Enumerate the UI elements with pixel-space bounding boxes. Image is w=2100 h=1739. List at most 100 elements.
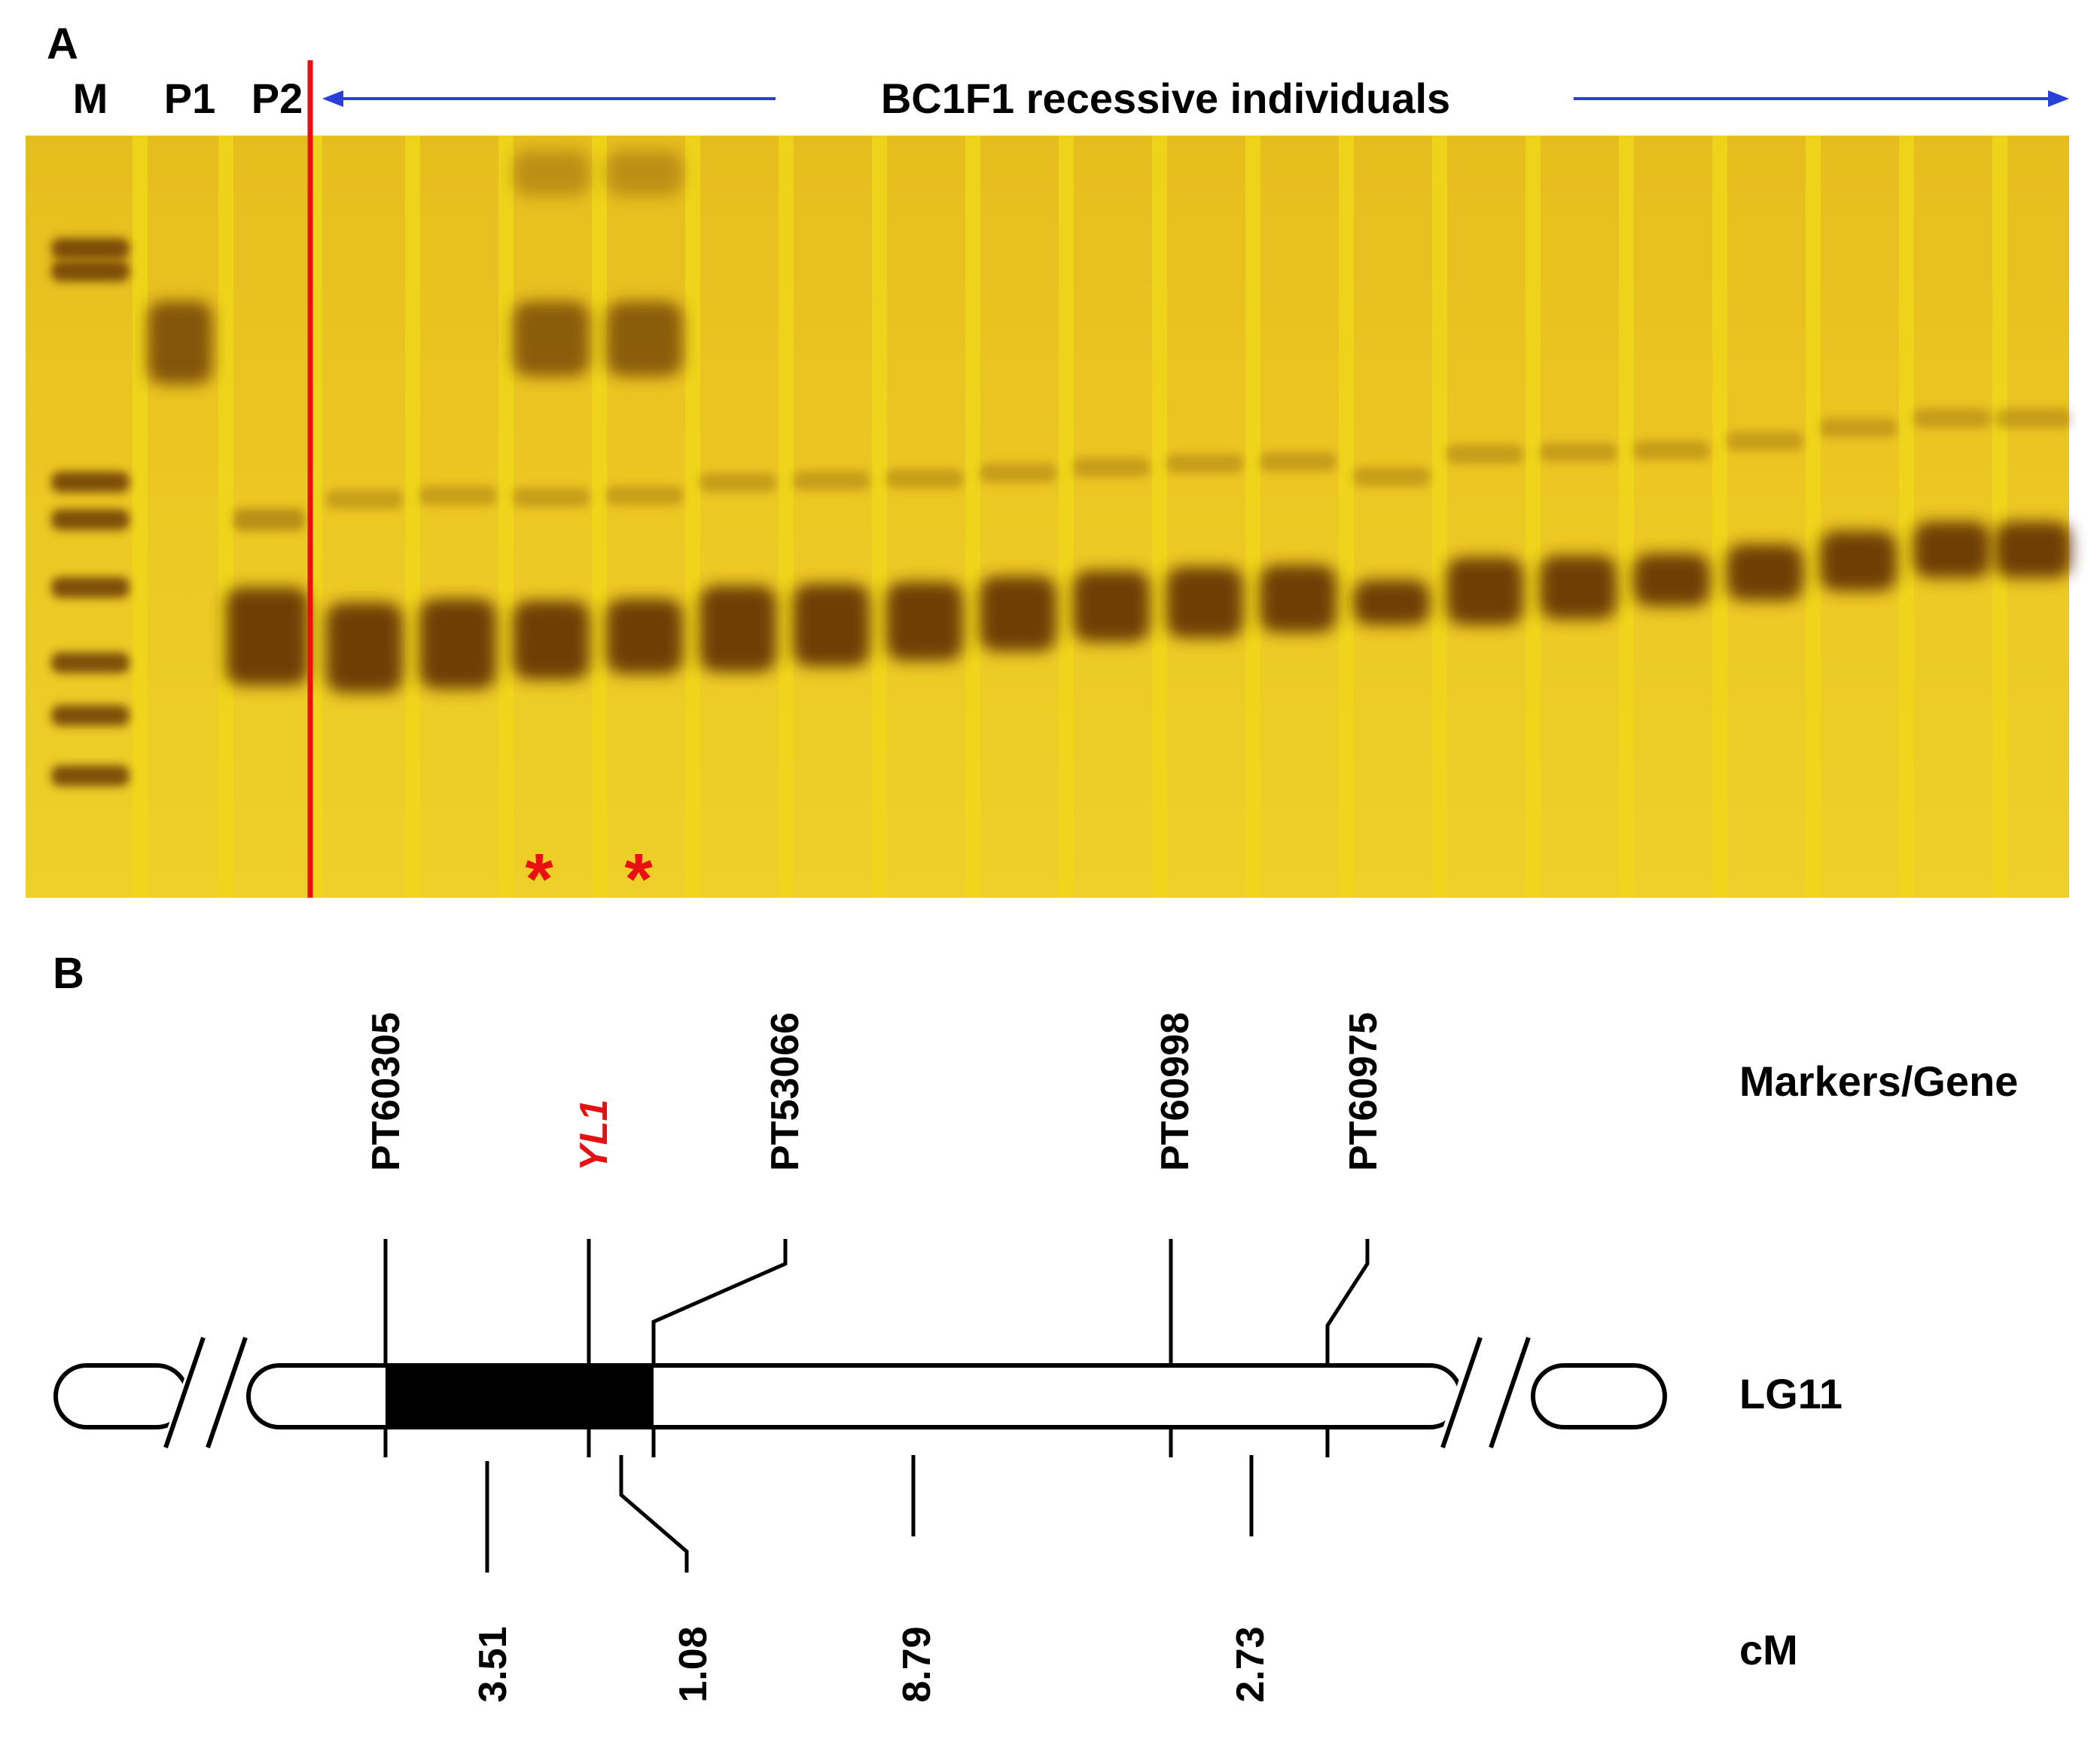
ladder-band-8	[51, 765, 130, 786]
lane-faint-band-4	[606, 486, 683, 505]
lane-gap-15	[1432, 136, 1447, 898]
lane-band-19	[1995, 521, 2071, 578]
distance-label-4: 2.73	[1229, 1626, 1272, 1702]
lane-band-15	[1633, 554, 1710, 606]
lane-faint-band-10	[1166, 453, 1243, 474]
lane-band-14	[1540, 555, 1617, 620]
lane-band-10	[1166, 566, 1243, 639]
ladder-band-5	[51, 577, 130, 598]
panel-b-letter: B	[53, 949, 84, 998]
distance-tick-2	[619, 1455, 689, 1573]
lane-faint-band-16	[1727, 431, 1803, 451]
lane-band-18	[1913, 521, 1990, 578]
lane-gap-18	[1712, 136, 1727, 898]
lane-gap-12	[1152, 136, 1167, 898]
lane-label-p2: P2	[251, 75, 303, 122]
row-label-lg: LG11	[1739, 1370, 1842, 1417]
lane-label-marker: M	[73, 75, 108, 122]
arrow-right-head	[2048, 90, 2069, 107]
lane-band-4	[606, 599, 683, 674]
lane-gap-2	[218, 136, 233, 898]
lane-band-16	[1727, 544, 1803, 601]
lane-band-6	[793, 584, 870, 667]
group-arrow	[322, 90, 2069, 107]
lane-faint-band-17	[1820, 418, 1897, 438]
lane-faint-band-18	[1913, 408, 1990, 429]
lane-gap-5	[498, 136, 514, 898]
ladder-band-3	[51, 471, 130, 493]
lane-gap-21	[1992, 136, 2007, 898]
lane-upper-band-3	[513, 301, 590, 377]
highlight-segment	[386, 1365, 654, 1427]
marker-label-1: PT60305	[364, 1012, 408, 1171]
panel-a-letter: A	[47, 20, 78, 69]
lane-faint-band-15	[1633, 441, 1710, 460]
lane-faint-band-8	[980, 463, 1056, 483]
lane-upper-band-4	[606, 301, 683, 377]
marker-label-3: PT53066	[763, 1012, 807, 1171]
break-slash-left-1	[163, 1337, 206, 1448]
lane-band-7	[886, 581, 963, 661]
distance-label-1: 3.51	[471, 1626, 515, 1702]
asterisk-2: *	[624, 839, 653, 920]
chromosome-right-end	[1531, 1363, 1667, 1429]
lane-faint-band-11	[1260, 452, 1337, 471]
lane-gap-4	[405, 136, 420, 898]
lane-gap-9	[872, 136, 887, 898]
ladder-band-1	[51, 238, 130, 259]
ladder-band-7	[51, 705, 130, 726]
ladder-band-6	[51, 652, 130, 673]
lane-faint-band-5	[699, 472, 776, 493]
p2-band	[226, 587, 309, 685]
lane-gap-16	[1525, 136, 1541, 898]
marker-label-4: PT60998	[1154, 1012, 1197, 1171]
ladder-band-4	[51, 509, 130, 530]
lane-gap-20	[1899, 136, 1914, 898]
chromosome-left-end	[53, 1363, 190, 1429]
lane-faint-band-9	[1073, 457, 1150, 477]
lane-band-11	[1260, 565, 1337, 633]
break-gap-left	[159, 1341, 253, 1454]
ladder-band-2	[51, 261, 130, 282]
lane-faint-band-13	[1446, 444, 1523, 464]
p2-band-upper	[233, 508, 305, 531]
break-slash-right-2	[1489, 1337, 1531, 1448]
lane-band-5	[699, 585, 776, 673]
break-slash-left-2	[206, 1337, 248, 1448]
lane-band-1	[326, 603, 403, 693]
lane-band-9	[1073, 570, 1150, 642]
lane-band-8	[980, 576, 1056, 651]
lane-band-17	[1820, 531, 1897, 591]
lane-top-band-4	[606, 151, 683, 196]
break-slash-right-1	[1440, 1337, 1483, 1448]
group-label: BC1F1 recessive individuals	[881, 75, 1450, 122]
row-label-units: cM	[1739, 1626, 1798, 1673]
lane-band-13	[1446, 557, 1523, 625]
panel-a: A M P1 P2 BC1F1 recessive individuals * …	[26, 20, 2071, 920]
lane-gap-7	[685, 136, 700, 898]
distance-label-2: 1.08	[672, 1626, 715, 1702]
lane-gap-1	[133, 136, 148, 898]
lane-gap-13	[1245, 136, 1260, 898]
asterisk-1: *	[525, 839, 553, 920]
lane-top-band-3	[513, 151, 590, 196]
lane-gap-14	[1339, 136, 1354, 898]
lane-gap-10	[965, 136, 980, 898]
distance-ticks	[485, 1455, 1254, 1573]
gel-image	[26, 136, 2069, 898]
lane-gap-8	[779, 136, 794, 898]
lane-band-2	[419, 599, 496, 689]
lane-faint-band-12	[1353, 467, 1430, 487]
lane-faint-band-1	[326, 490, 403, 509]
lane-faint-band-2	[419, 486, 496, 505]
lane-gap-19	[1806, 136, 1821, 898]
marker-label-gene: YL1	[572, 1100, 616, 1171]
p1-band	[148, 301, 212, 384]
row-label-markers: Markers/Gene	[1739, 1057, 2018, 1105]
lane-faint-band-6	[793, 471, 870, 490]
panel-b: B PT60305 YL1 PT53066 PT60998 PT60975	[53, 949, 2018, 1703]
lane-gap-17	[1619, 136, 1634, 898]
lane-gap-11	[1059, 136, 1074, 898]
lane-band-3	[513, 600, 590, 680]
